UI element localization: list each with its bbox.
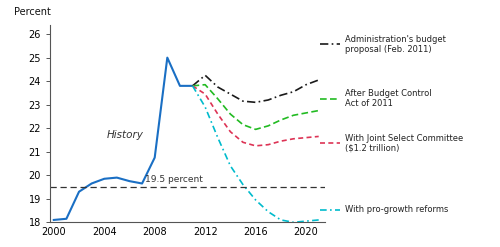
Text: With Joint Select Committee
($1.2 trillion): With Joint Select Committee ($1.2 trilli… <box>345 134 464 153</box>
Text: Administration's budget
proposal (Feb. 2011): Administration's budget proposal (Feb. 2… <box>345 35 446 54</box>
Text: Percent: Percent <box>14 7 51 17</box>
Text: History: History <box>107 130 144 140</box>
Text: With pro-growth reforms: With pro-growth reforms <box>345 206 449 214</box>
Text: After Budget Control
Act of 2011: After Budget Control Act of 2011 <box>345 89 432 108</box>
Text: 19.5 percent: 19.5 percent <box>144 175 203 184</box>
